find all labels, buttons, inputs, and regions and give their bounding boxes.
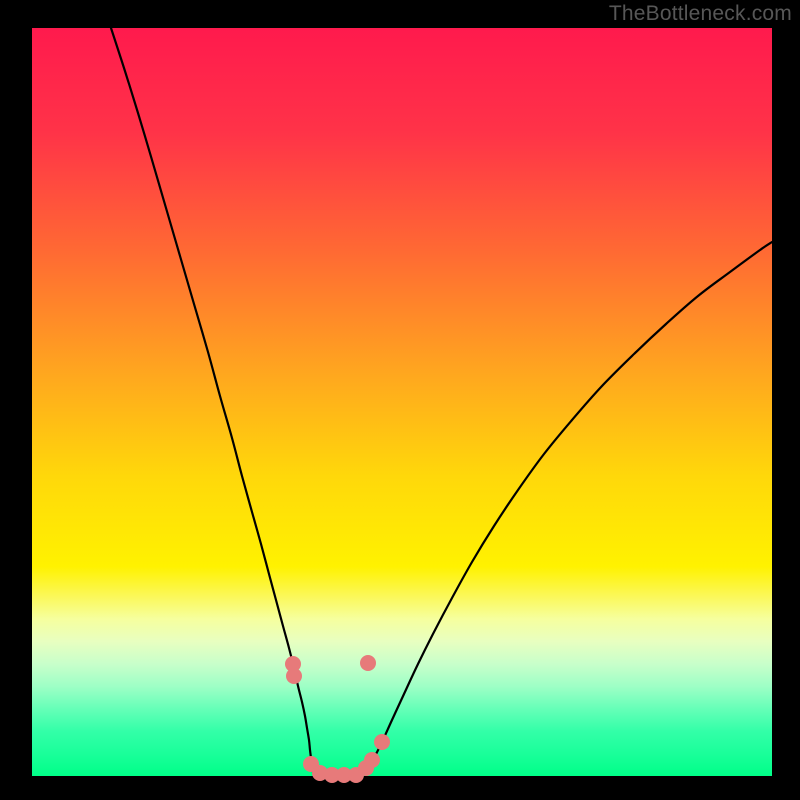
- watermark-text: TheBottleneck.com: [609, 2, 792, 26]
- data-dot: [360, 655, 376, 671]
- data-dots: [285, 655, 390, 783]
- plot-area: [32, 28, 772, 776]
- bottleneck-curve: [111, 28, 772, 776]
- data-dot: [364, 752, 380, 768]
- chart-svg: [32, 28, 772, 776]
- data-dot: [374, 734, 390, 750]
- data-dot: [286, 668, 302, 684]
